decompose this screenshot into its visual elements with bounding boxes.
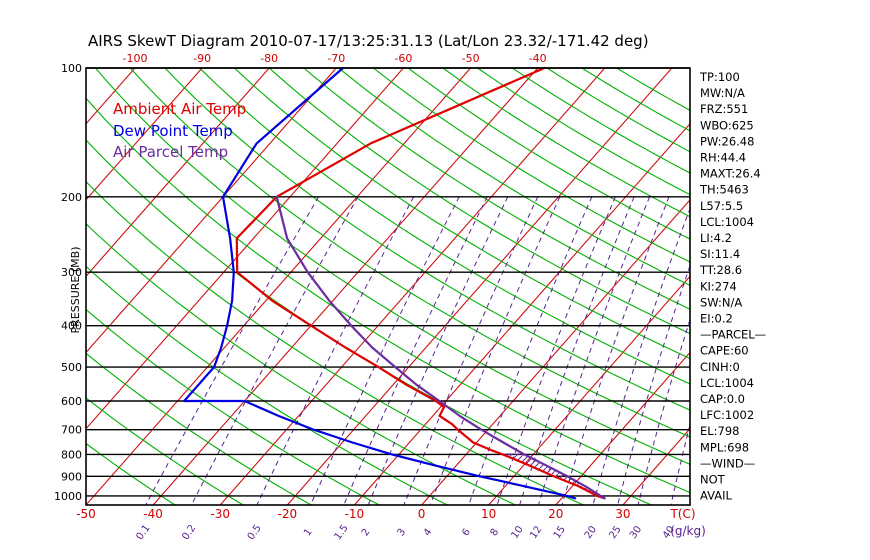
top-temp-tick: -70 [327,52,345,65]
parameter-not: NOT [700,473,726,487]
top-temp-tick: -80 [260,52,278,65]
top-temp-axis-labels: -100 -90 -80 -70 -60 -50 -40 [123,52,547,65]
top-temp-tick: -50 [462,52,480,65]
bottom-temp-tick: 0 [418,507,426,521]
parameter-wbo: WBO:625 [700,118,754,132]
parameter-sw: SW:N/A [700,295,742,309]
pressure-tick: 500 [61,361,82,374]
top-temp-tick: -90 [193,52,211,65]
sounding-curve-dewpoint [183,66,577,500]
pressure-axis-title: PRESSURE (MB) [69,247,82,334]
parameter-pw: PW:26.48 [700,134,754,148]
legend-ambient-air-temp: Ambient Air Temp [113,100,246,118]
top-temp-tick: -100 [123,52,148,65]
pressure-tick: 1000 [54,490,82,503]
pressure-tick: 800 [61,449,82,462]
parameter-cinh: CINH:0 [700,360,740,374]
bottom-temp-tick: -50 [76,507,96,521]
parameter-frz: FRZ:551 [700,102,748,116]
bottom-temp-tick: -30 [210,507,230,521]
mixing-ratio-tick: 4 [422,527,435,539]
pressure-gridlines [86,67,690,497]
pressure-tick: 700 [61,424,82,437]
parameter-el: EL:798 [700,424,740,438]
parameter-cape: CAPE:60 [700,344,749,358]
bottom-temp-tick: -20 [277,507,297,521]
parameter-mw: MW:N/A [700,86,745,100]
parameter-parcel: —PARCEL— [700,328,766,342]
mixing-ratio-tick: 8 [489,527,502,539]
parameter-lfc: LFC:1002 [700,408,754,422]
bottom-temp-tick: 20 [548,507,563,521]
mixing-ratio-tick: 3 [396,527,409,539]
pressure-tick: 900 [61,470,82,483]
parameter-tp: TP:100 [699,70,740,84]
mixing-ratio-tick: 6 [460,527,473,539]
parameter-ei: EI:0.2 [700,312,733,326]
bottom-temp-axis-labels: -50 -40 -30 -20 -10 0 10 20 30 [76,507,630,521]
chart-title: AIRS SkewT Diagram 2010-07-17/13:25:31.1… [88,32,649,50]
parameter-avail: AVAIL [700,489,733,503]
pressure-tick: 300 [61,266,82,279]
bottom-temp-tick: 10 [481,507,496,521]
plot-frame [85,67,691,506]
mixing-ratio-axis-title: (g/kg) [670,524,706,538]
mixing-ratio-tick: 1 [302,527,315,539]
parameter-lcl: LCL:1004 [700,376,754,390]
parameter-lcl: LCL:1004 [700,215,754,229]
temp-axis-title: T(C) [669,507,695,521]
pressure-tick: 100 [61,62,82,75]
pressure-tick: 400 [61,320,82,333]
pressure-tick: 200 [61,191,82,204]
bottom-temp-tick: -40 [143,507,163,521]
parameter-li: LI:4.2 [700,231,732,245]
parameter-tt: TT:28.6 [699,263,742,277]
legend-air-parcel-temp: Air Parcel Temp [113,143,228,161]
parameter-rh: RH:44.4 [700,151,746,165]
pressure-tick: 600 [61,395,82,408]
sounding-curves [183,66,606,500]
parameter-cap: CAP:0.0 [700,392,745,406]
sounding-curve-parcel [275,195,606,500]
parameter-ki: KI:274 [700,279,737,293]
top-temp-tick: -40 [529,52,547,65]
parameter-wind: —WIND— [700,456,755,470]
parameter-maxt: MAXT:26.4 [700,167,761,181]
bottom-temp-tick: 30 [615,507,630,521]
parameter-th: TH:5463 [699,183,749,197]
parameter-si: SI:11.4 [700,247,740,261]
parameter-list: TP:100 MW:N/A FRZ:551 WBO:625 PW:26.48 RH:44.… [699,70,766,503]
parameter-l57: L57:5.5 [700,199,743,213]
parameter-mpl: MPL:698 [700,440,749,454]
legend-dew-point-temp: Dew Point Temp [113,122,233,140]
bottom-temp-tick: -10 [345,507,365,521]
mixing-ratio-tick: 2 [360,527,373,539]
pressure-axis-labels: 100 200 300 400 500 600 700 800 900 1000 [54,62,82,503]
sounding-curve-ambient [235,66,606,500]
top-temp-tick: -60 [394,52,412,65]
